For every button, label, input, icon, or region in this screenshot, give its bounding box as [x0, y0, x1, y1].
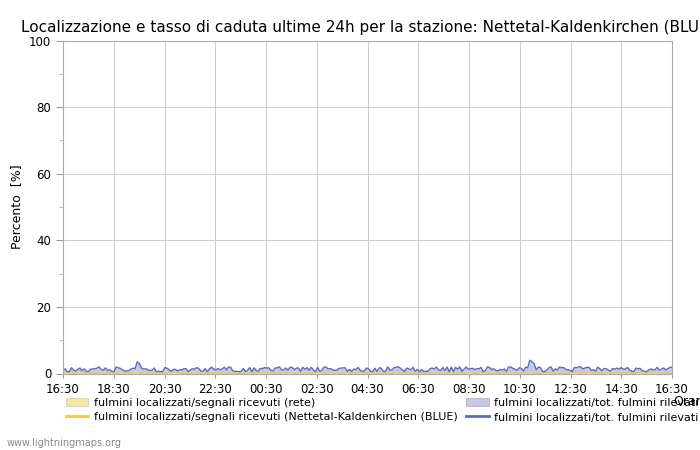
Y-axis label: Percento  [%]: Percento [%]: [10, 165, 23, 249]
Title: Localizzazione e tasso di caduta ultime 24h per la stazione: Nettetal-Kaldenkirc: Localizzazione e tasso di caduta ultime …: [21, 20, 700, 35]
Legend: fulmini localizzati/segnali ricevuti (rete), fulmini localizzati/segnali ricevut: fulmini localizzati/segnali ricevuti (re…: [62, 393, 700, 427]
Text: www.lightningmaps.org: www.lightningmaps.org: [7, 438, 122, 448]
Text: Orario: Orario: [673, 395, 700, 408]
